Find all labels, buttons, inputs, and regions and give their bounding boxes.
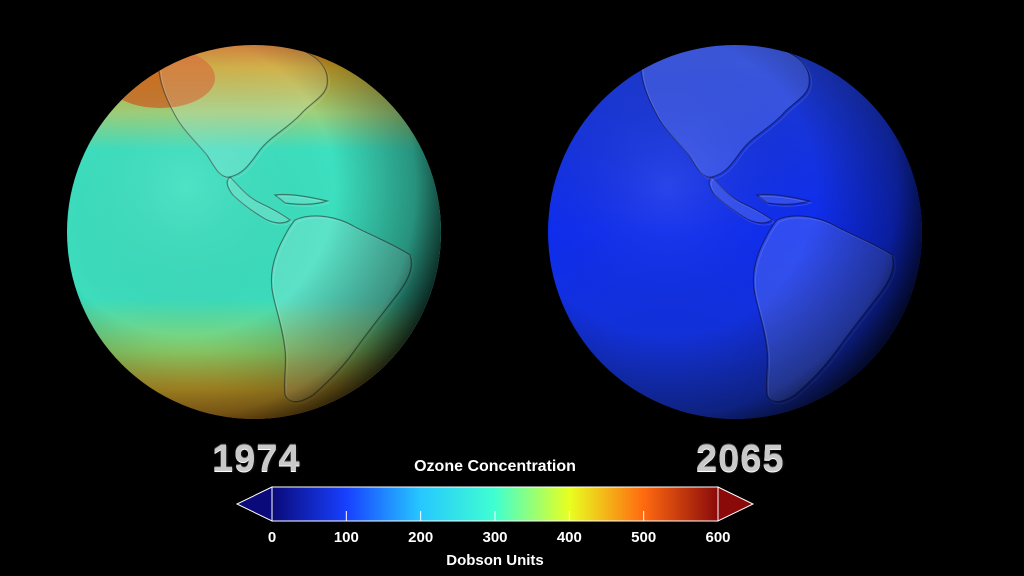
colorbar-tick-label: 0 — [267, 529, 277, 546]
globe-2065 — [548, 45, 922, 419]
colorbar-tick-label: 100 — [333, 529, 359, 546]
colorbar-tick-label: 200 — [408, 529, 434, 546]
colorbar-tick-label: 600 — [705, 529, 731, 546]
colorbar-tick-label: 300 — [482, 529, 508, 546]
colorbar-under-arrow — [235, 486, 273, 522]
colorbar-units-label: Dobson Units — [446, 552, 544, 569]
colorbar-tick-label: 500 — [631, 529, 657, 546]
globe-1974 — [67, 45, 441, 419]
colorbar-over-arrow — [717, 486, 755, 522]
year-label-1974: 1974 — [212, 438, 301, 480]
colorbar-tick-label: 400 — [556, 529, 582, 546]
year-label-2065: 2065 — [696, 438, 785, 480]
colorbar-title: Ozone Concentration — [414, 458, 576, 475]
